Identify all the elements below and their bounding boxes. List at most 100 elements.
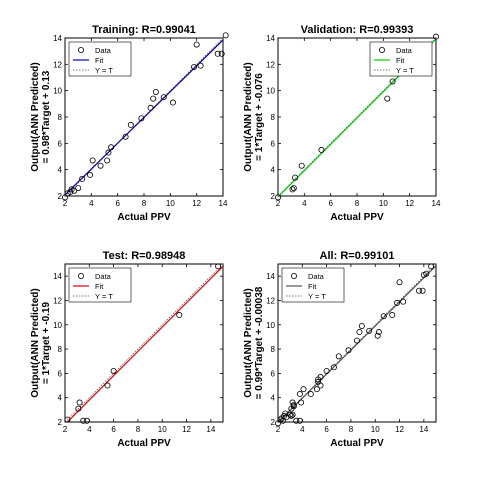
y-tick-label: 8 (58, 345, 63, 354)
y-tick-label: 8 (271, 113, 276, 122)
y-tick-label: 10 (53, 321, 62, 330)
data-point (138, 115, 145, 122)
x-tick-label: 2 (276, 425, 281, 434)
y-tick-label: 12 (266, 60, 275, 69)
y-tick-label: 4 (58, 394, 63, 403)
data-point (197, 62, 204, 69)
y-tick-label: 10 (266, 87, 275, 96)
data-point (396, 279, 403, 286)
legend-label: Y = T (95, 66, 113, 75)
y-axis-label: Output(ANN Predicted) (243, 288, 254, 397)
data-point (318, 146, 325, 153)
x-tick-label: 10 (379, 199, 388, 208)
data-point (366, 327, 373, 334)
data-point (300, 386, 307, 393)
y-tick-label: 2 (58, 192, 63, 201)
legend-label: Y = T (396, 66, 414, 75)
data-point (296, 391, 303, 398)
x-tick-label: 8 (349, 425, 354, 434)
y-tick-label: 14 (53, 34, 62, 43)
data-point (75, 185, 82, 192)
data-point (76, 399, 83, 406)
data-point (335, 353, 342, 360)
x-tick-label: 2 (63, 199, 68, 208)
y-tick-label: 6 (58, 369, 63, 378)
y-tick-label: 12 (53, 296, 62, 305)
data-point (176, 312, 183, 319)
x-tick-label: 14 (432, 199, 441, 208)
x-tick-label: 10 (166, 199, 175, 208)
y-tick-label: 2 (271, 418, 276, 427)
data-point (432, 33, 439, 40)
data-point (298, 399, 305, 406)
data-point (215, 263, 222, 270)
x-tick-label: 10 (158, 425, 167, 434)
panel-test: 2 4 6 8 10 12 14 2 4 6 8 10 12 14 Test: R=0.98948 Actua… (30, 250, 224, 449)
data-point (127, 121, 134, 128)
data-point (222, 32, 229, 39)
x-tick-label: 6 (111, 425, 116, 434)
x-axis-label: Actual PPV (330, 438, 384, 449)
x-tick-label: 4 (300, 425, 305, 434)
data-point (290, 185, 297, 192)
fit-line (278, 265, 436, 422)
data-point (289, 411, 296, 418)
data-point (428, 263, 435, 270)
data-point (191, 63, 198, 70)
legend-data-marker (378, 47, 385, 54)
chart-title: Training: R=0.99041 (92, 24, 196, 36)
data-point (356, 329, 363, 336)
y-tick-label: 12 (53, 60, 62, 69)
data-point (394, 299, 401, 306)
data-point (323, 367, 330, 374)
legend-label: Y = T (308, 292, 326, 301)
data-point (87, 171, 94, 178)
data-point (358, 322, 365, 329)
data-point (104, 157, 111, 164)
data-point (64, 416, 71, 423)
y-axis-equation: = 0.98*Target + 0.13 (41, 70, 52, 163)
x-tick-label: 8 (355, 199, 360, 208)
x-tick-label: 6 (115, 199, 120, 208)
y-tick-label: 6 (58, 139, 63, 148)
data-point (389, 312, 396, 319)
data-point (330, 364, 337, 371)
data-point (80, 417, 87, 424)
y-tick-label: 10 (53, 87, 62, 96)
x-axis-label: Actual PPV (330, 212, 384, 223)
data-point (193, 41, 200, 48)
data-point (83, 417, 90, 424)
panel-validation: 2 4 6 8 10 12 14 2 4 6 8 10 12 14 Validation: R=0.9939… (243, 24, 441, 223)
y-tick-label: 2 (271, 192, 276, 201)
y-axis-equation: = 1*Target + -0.19 (41, 302, 52, 385)
legend-label: Fit (308, 282, 317, 291)
x-tick-label: 2 (63, 425, 68, 434)
legend-label: Data (308, 272, 325, 281)
data-point (169, 99, 176, 106)
y-axis-label: Output(ANN Predicted) (30, 288, 41, 397)
data-point (389, 78, 396, 85)
data-point (353, 337, 360, 344)
y-tick-label: 6 (271, 139, 276, 148)
data-point (218, 50, 225, 57)
legend-label: Fit (396, 56, 405, 65)
y-tick-label: 6 (271, 369, 276, 378)
x-tick-label: 12 (192, 199, 201, 208)
y-axis-label: Output(ANN Predicted) (243, 62, 254, 171)
data-point (287, 411, 294, 418)
data-point (79, 175, 86, 182)
data-point (313, 386, 320, 393)
x-tick-label: 4 (87, 425, 92, 434)
x-tick-label: 8 (142, 199, 147, 208)
y-tick-label: 4 (271, 166, 276, 175)
data-point (288, 412, 295, 419)
data-point (375, 329, 382, 336)
chart-title: All: R=0.99101 (320, 250, 395, 262)
data-point (152, 88, 159, 95)
fit-line (66, 265, 223, 422)
x-tick-label: 8 (136, 425, 141, 434)
